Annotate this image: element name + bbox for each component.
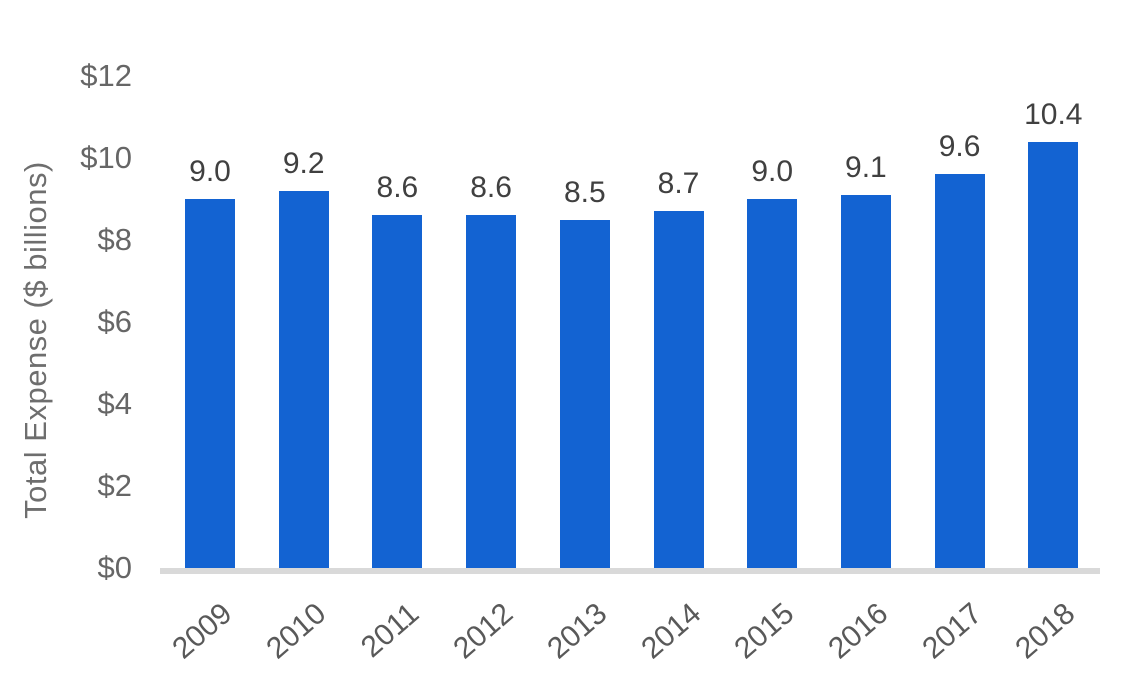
bar-value-label: 9.2 [282, 146, 325, 180]
y-axis-tick-label: $8 [97, 222, 132, 257]
bar-value-label: 9.0 [189, 155, 231, 188]
bar-value-label: 8.7 [657, 167, 700, 201]
bar-value-label: 8.6 [376, 171, 419, 205]
bar-2017 [934, 174, 985, 568]
bar-2013 [559, 219, 610, 568]
bar-2015 [747, 199, 798, 568]
bar-value-label: 10.4 [1024, 97, 1083, 131]
y-axis-tick-label: $6 [97, 304, 132, 339]
bar-2011 [372, 215, 423, 568]
bar-value-label: 9.0 [751, 155, 794, 188]
bar-2014 [653, 211, 704, 568]
bar-2018 [1028, 141, 1079, 568]
y-axis-tick-label: $10 [80, 140, 132, 175]
bar-2010 [278, 190, 329, 568]
y-axis-tick-label: $12 [80, 58, 132, 93]
y-axis-tick-label: $0 [97, 550, 132, 585]
y-axis-tick-label: $4 [97, 386, 132, 421]
bar-value-label: 8.5 [563, 175, 606, 209]
bar-2009 [185, 199, 235, 568]
bar-value-label: 9.6 [938, 130, 981, 164]
bar-2012 [466, 215, 517, 568]
x-axis-line [160, 568, 1100, 574]
bar-2016 [840, 194, 891, 568]
bar-value-label: 9.1 [845, 150, 887, 184]
bar-value-label: 8.6 [470, 171, 512, 205]
y-axis-tick-label: $2 [97, 468, 132, 503]
